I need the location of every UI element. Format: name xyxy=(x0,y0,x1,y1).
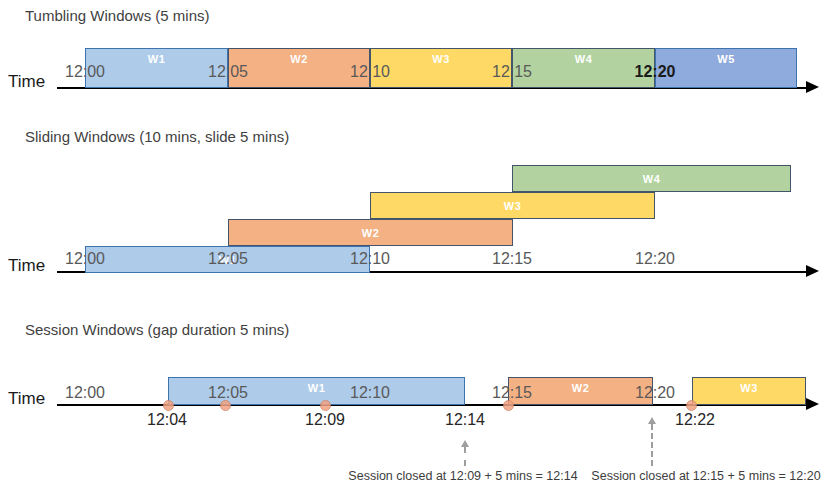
window-label: W1 xyxy=(148,53,165,65)
tick-label: 12:00 xyxy=(65,384,105,402)
window-block-w1: W1 xyxy=(85,48,228,88)
window-label: W2 xyxy=(362,227,379,239)
tick-label: 12:00 xyxy=(65,63,105,81)
window-block-w5: W5 xyxy=(655,48,797,88)
tick-label: 12:00 xyxy=(65,250,105,268)
callout-arrow xyxy=(464,447,466,466)
window-block-w2: W2 xyxy=(228,48,370,88)
tick-label: 12:10 xyxy=(350,250,390,268)
tick-label: 12:05 xyxy=(208,250,248,268)
window-label: W4 xyxy=(575,53,592,65)
tick-label: 12:20 xyxy=(635,384,675,402)
window-block-w3: W3 xyxy=(370,48,512,88)
callout-arrow xyxy=(651,424,653,466)
event-time-label: 12:04 xyxy=(147,411,187,429)
event-time-label: 12:09 xyxy=(305,411,345,429)
tick-label: 12:20 xyxy=(635,63,676,81)
window-label: W2 xyxy=(290,53,307,65)
axis-arrowhead-icon xyxy=(806,81,819,93)
window-block-w3: W3 xyxy=(692,377,806,405)
event-dot xyxy=(686,400,697,411)
event-dot xyxy=(320,400,331,411)
window-label: W1 xyxy=(308,382,325,394)
tick-label: 12:05 xyxy=(208,63,248,81)
event-dot xyxy=(163,400,174,411)
event-time-label: 12:22 xyxy=(675,411,715,429)
section-title: Tumbling Windows (5 mins) xyxy=(25,7,210,24)
axis-label: Time xyxy=(8,256,45,276)
axis-arrowhead-icon xyxy=(806,265,819,277)
window-block-w2: W2 xyxy=(228,219,513,246)
window-label: W3 xyxy=(504,200,521,212)
tick-label: 12:15 xyxy=(492,250,532,268)
windowing-diagram: Tumbling Windows (5 mins) Time W1 W2 W3 W4 W5 1… xyxy=(0,0,829,498)
window-label: W4 xyxy=(643,173,660,185)
callout-arrowhead-icon xyxy=(461,440,469,447)
callout-arrowhead-icon xyxy=(648,417,656,424)
axis-label: Time xyxy=(8,72,45,92)
tick-label: 12:05 xyxy=(208,384,248,402)
window-label: W3 xyxy=(432,53,449,65)
tick-label: 12:10 xyxy=(350,384,390,402)
callout-text: Session closed at 12:09 + 5 mins = 12:14 xyxy=(348,469,577,483)
event-time-label: 12:14 xyxy=(445,411,485,429)
window-block-w3: W3 xyxy=(370,192,655,219)
window-label: W3 xyxy=(740,382,757,394)
tick-label: 12:15 xyxy=(492,384,532,402)
axis-arrowhead-icon xyxy=(806,398,819,410)
tick-label: 12:10 xyxy=(350,63,390,81)
section-title: Session Windows (gap duration 5 mins) xyxy=(25,321,289,338)
callout-text: Session closed at 12:15 + 5 mins = 12:20 xyxy=(591,469,820,483)
section-title: Sliding Windows (10 mins, slide 5 mins) xyxy=(25,128,289,145)
tick-label: 12:15 xyxy=(492,63,532,81)
window-block-w4: W4 xyxy=(512,165,791,192)
window-label: W2 xyxy=(572,382,589,394)
window-label: W5 xyxy=(717,53,734,65)
tick-label: 12:20 xyxy=(635,250,675,268)
axis-label: Time xyxy=(8,389,45,409)
